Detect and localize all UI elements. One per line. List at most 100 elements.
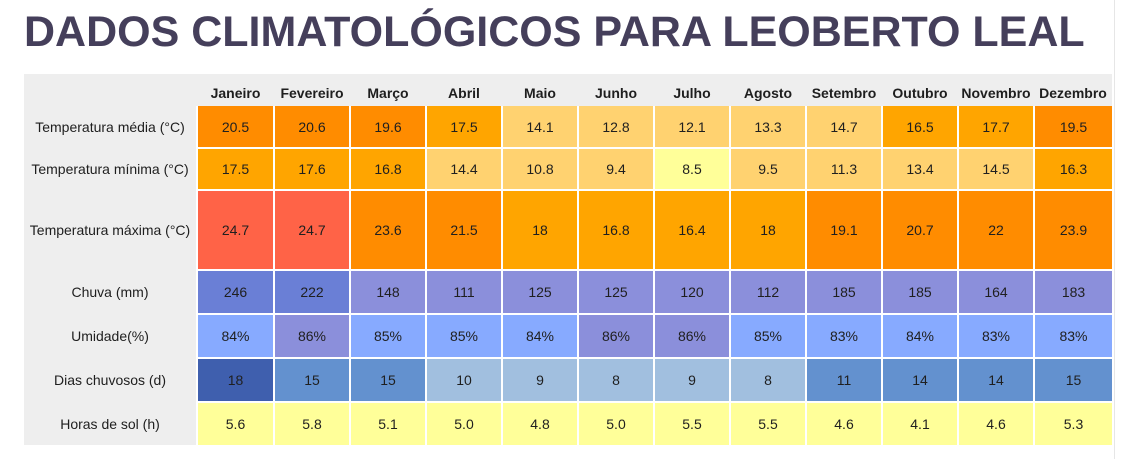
table-cell: 14.4: [425, 148, 502, 191]
table-cell: 84%: [501, 314, 578, 359]
table-cell: 21.5: [425, 190, 502, 271]
table-cell: 5.6: [196, 402, 274, 445]
table-cell: 85%: [729, 314, 806, 359]
month-header: Agosto: [743, 85, 793, 101]
table-cell: 17.5: [196, 148, 274, 191]
table-cell: 13.3: [729, 106, 806, 149]
table-cell: 125: [577, 270, 654, 315]
table-cell: 12.8: [577, 106, 654, 149]
table-cell: 246: [196, 270, 274, 315]
table-cell: 18: [501, 190, 578, 271]
month-header: Abril: [448, 85, 480, 101]
table-cell: 5.5: [653, 402, 730, 445]
table-cell: 5.0: [425, 402, 502, 445]
table-row-temperatura-minima: Temperatura mínima (°C) 17.5 17.6 16.8 14.4 1…: [24, 148, 1112, 191]
climate-table: Janeiro Fevereiro Março Abril Maio Junho…: [24, 80, 1112, 445]
table-cell: 148: [349, 270, 426, 315]
table-row-horas-de-sol: Horas de sol (h) 5.6 5.8 5.1 5.0 4.8 5.0 5.5 5.5…: [24, 402, 1112, 445]
table-cell: 5.8: [273, 402, 350, 445]
table-cell: 20.7: [881, 190, 958, 271]
table-cell: 5.3: [1033, 402, 1112, 445]
month-header: Março: [367, 85, 409, 101]
table-cell: 112: [729, 270, 806, 315]
table-cell: 15: [273, 358, 350, 403]
table-cell: 185: [805, 270, 882, 315]
table-cell: 16.3: [1033, 148, 1112, 191]
table-cell: 4.6: [805, 402, 882, 445]
climate-table-container: Janeiro Fevereiro Março Abril Maio Junho…: [24, 74, 1112, 445]
table-cell: 5.1: [349, 402, 426, 445]
table-cell: 86%: [653, 314, 730, 359]
month-header: Outubro: [892, 85, 948, 101]
table-cell: 14.7: [805, 106, 882, 149]
table-cell: 14: [957, 358, 1034, 403]
table-cell: 9: [501, 358, 578, 403]
table-cell: 19.1: [805, 190, 882, 271]
table-row-temperatura-media: Temperatura média (°C) 20.5 20.6 19.6 17.5 14…: [24, 106, 1112, 149]
table-cell: 16.5: [881, 106, 958, 149]
table-cell: 15: [1033, 358, 1112, 403]
table-cell: 20.5: [196, 106, 274, 149]
table-cell: 8.5: [653, 148, 730, 191]
table-cell: 18: [729, 190, 806, 271]
table-cell: 16.8: [577, 190, 654, 271]
climate-table-body: Temperatura média (°C) 20.5 20.6 19.6 17.5 14…: [24, 106, 1112, 445]
row-label: Horas de sol (h): [24, 402, 197, 445]
table-cell: 85%: [349, 314, 426, 359]
right-divider: [1114, 0, 1115, 459]
table-cell: 4.1: [881, 402, 958, 445]
table-cell: 17.7: [957, 106, 1034, 149]
table-cell: 14.1: [501, 106, 578, 149]
header-corner: [24, 80, 197, 106]
table-cell: 222: [273, 270, 350, 315]
month-header: Setembro: [811, 85, 877, 101]
row-label: Temperatura mínima (°C): [24, 148, 197, 190]
table-cell: 8: [729, 358, 806, 403]
table-cell: 10.8: [501, 148, 578, 191]
row-label: Chuva (mm): [24, 270, 197, 314]
table-cell: 23.9: [1033, 190, 1112, 271]
table-cell: 16.8: [349, 148, 426, 191]
table-cell: 185: [881, 270, 958, 315]
table-cell: 86%: [273, 314, 350, 359]
table-cell: 16.4: [653, 190, 730, 271]
table-cell: 83%: [1033, 314, 1112, 359]
table-cell: 24.7: [196, 190, 274, 271]
month-header: Maio: [524, 85, 556, 101]
table-cell: 5.5: [729, 402, 806, 445]
month-header: Fevereiro: [280, 85, 344, 101]
table-cell: 9: [653, 358, 730, 403]
table-cell: 85%: [425, 314, 502, 359]
month-header: Dezembro: [1039, 85, 1107, 101]
table-cell: 183: [1033, 270, 1112, 315]
month-header: Julho: [673, 85, 711, 101]
table-cell: 15: [349, 358, 426, 403]
table-cell: 13.4: [881, 148, 958, 191]
row-label: Umidade(%): [24, 314, 197, 358]
table-cell: 22: [957, 190, 1034, 271]
table-cell: 11: [805, 358, 882, 403]
table-cell: 4.6: [957, 402, 1034, 445]
table-cell: 5.0: [577, 402, 654, 445]
table-row-chuva: Chuva (mm) 246 222 148 111 125 125 120 112 185 185…: [24, 270, 1112, 315]
table-cell: 83%: [957, 314, 1034, 359]
table-cell: 12.1: [653, 106, 730, 149]
table-cell: 18: [196, 358, 274, 403]
table-row-umidade: Umidade(%) 84% 86% 85% 85% 84% 86% 86% 85% 83% 84%…: [24, 314, 1112, 359]
table-cell: 20.6: [273, 106, 350, 149]
row-label: Temperatura média (°C): [24, 106, 197, 148]
row-label: Dias chuvosos (d): [24, 358, 197, 402]
table-row-temperatura-maxima: Temperatura máxima (°C) 24.7 24.7 23.6 21.5 1…: [24, 190, 1112, 271]
table-cell: 4.8: [501, 402, 578, 445]
table-cell: 19.6: [349, 106, 426, 149]
header-row: Janeiro Fevereiro Março Abril Maio Junho…: [24, 80, 1112, 106]
table-cell: 10: [425, 358, 502, 403]
table-cell: 111: [425, 270, 502, 315]
month-header: Novembro: [961, 85, 1031, 101]
table-cell: 83%: [805, 314, 882, 359]
table-cell: 23.6: [349, 190, 426, 271]
table-cell: 9.5: [729, 148, 806, 191]
table-cell: 84%: [196, 314, 274, 359]
table-cell: 24.7: [273, 190, 350, 271]
